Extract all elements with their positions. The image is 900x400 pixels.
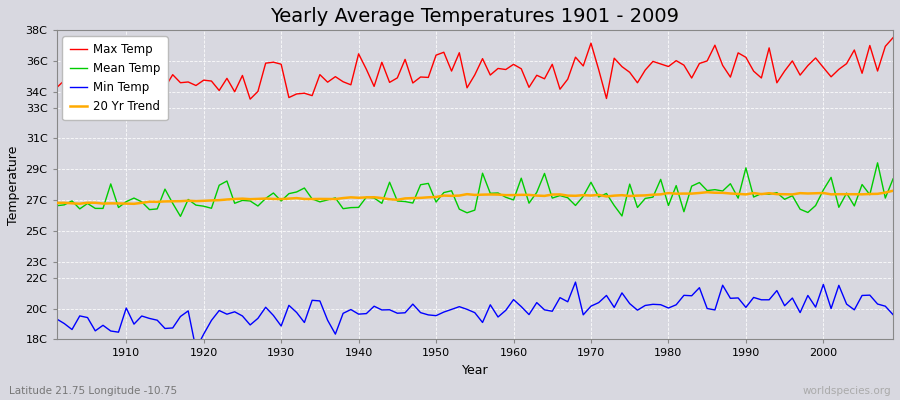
Line: 20 Yr Trend: 20 Yr Trend [57, 191, 893, 204]
X-axis label: Year: Year [462, 364, 488, 377]
Mean Temp [872, 160, 883, 165]
Text: worldspecies.org: worldspecies.org [803, 386, 891, 396]
Min Temp [616, 290, 627, 295]
Min Temp [570, 280, 580, 284]
Min Temp [51, 316, 62, 321]
Title: Yearly Average Temperatures 1901 - 2009: Yearly Average Temperatures 1901 - 2009 [270, 7, 680, 26]
Min Temp [191, 347, 202, 352]
Min Temp [508, 297, 519, 302]
Max Temp [121, 85, 131, 90]
Text: Latitude 21.75 Longitude -10.75: Latitude 21.75 Longitude -10.75 [9, 386, 177, 396]
20 Yr Trend [113, 201, 124, 206]
Mean Temp [113, 205, 124, 210]
Y-axis label: Temperature: Temperature [7, 145, 20, 224]
Max Temp [51, 85, 62, 90]
20 Yr Trend [129, 202, 140, 206]
20 Yr Trend [508, 193, 519, 198]
Mean Temp [338, 206, 348, 211]
Legend: Max Temp, Mean Temp, Min Temp, 20 Yr Trend: Max Temp, Mean Temp, Min Temp, 20 Yr Tre… [62, 36, 167, 120]
Max Temp [887, 35, 898, 40]
Max Temp [516, 66, 526, 71]
Mean Temp [292, 190, 302, 194]
Line: Mean Temp: Mean Temp [57, 163, 893, 216]
Min Temp [516, 304, 526, 309]
Mean Temp [176, 214, 186, 219]
20 Yr Trend [516, 192, 526, 197]
Min Temp [113, 330, 124, 334]
Mean Temp [516, 176, 526, 180]
20 Yr Trend [608, 193, 619, 198]
Min Temp [887, 312, 898, 317]
Max Temp [608, 56, 619, 60]
20 Yr Trend [887, 188, 898, 193]
20 Yr Trend [51, 200, 62, 205]
Min Temp [338, 311, 348, 316]
Max Temp [338, 79, 348, 84]
Max Temp [508, 62, 519, 67]
Mean Temp [608, 203, 619, 208]
Mean Temp [51, 203, 62, 208]
Mean Temp [508, 198, 519, 202]
Max Temp [292, 92, 302, 96]
Line: Min Temp: Min Temp [57, 282, 893, 349]
Line: Max Temp: Max Temp [57, 38, 893, 102]
Mean Temp [887, 176, 898, 181]
Min Temp [292, 310, 302, 315]
20 Yr Trend [292, 196, 302, 200]
20 Yr Trend [338, 196, 348, 200]
Max Temp [90, 100, 101, 105]
